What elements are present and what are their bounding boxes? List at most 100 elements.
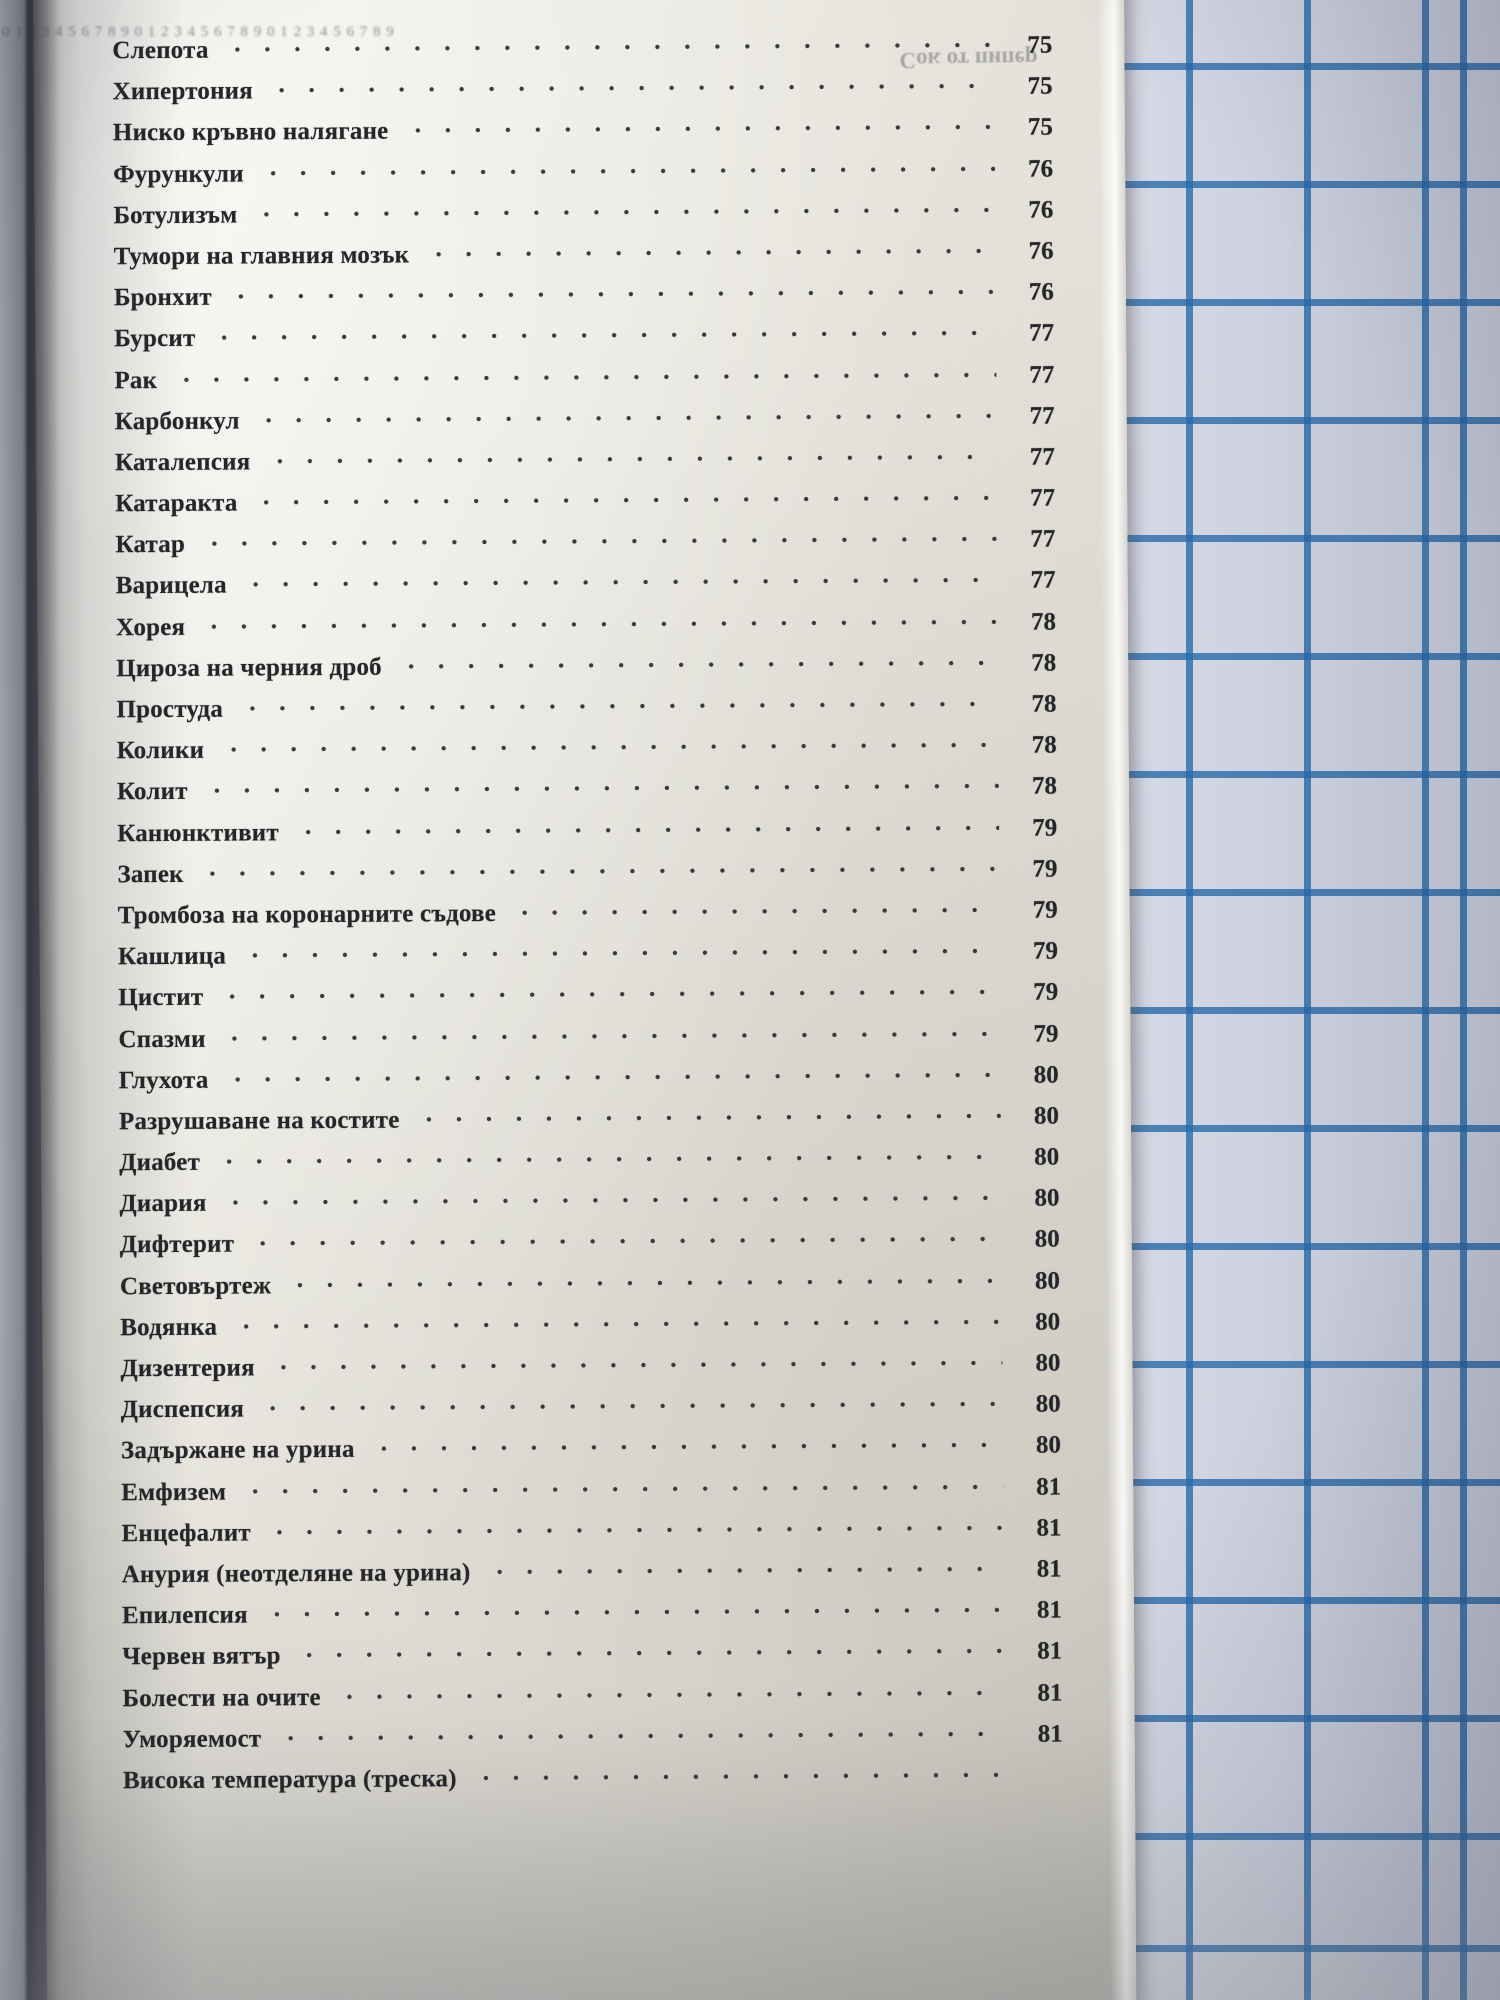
toc-dot-leader [240, 577, 998, 588]
toc-dot-leader [251, 494, 998, 506]
toc-entry-label: Тумори на главния мозък [113, 241, 410, 271]
toc-entry-label: Епилепсия [121, 1601, 248, 1630]
toc-entry: Бурсит 77 [114, 320, 1054, 367]
toc-entry-page-number: 78 [1031, 772, 1057, 801]
toc-entry-label: Диабет [119, 1148, 201, 1177]
toc-dot-leader [220, 1195, 1002, 1206]
toc-entry-page-number: 76 [1028, 278, 1054, 306]
toc-entry-page-number: 79 [1033, 1020, 1059, 1048]
toc-entry-label: Цироза на черния дроб [116, 653, 382, 683]
toc-entry-page-number: 81 [1037, 1637, 1063, 1665]
toc-entry-page-number: 77 [1030, 484, 1056, 512]
toc-entry: Катаракта 77 [115, 485, 1055, 532]
toc-entry-page-number: 79 [1032, 896, 1058, 924]
toc-entry-label: Висока температура (треска) [122, 1765, 457, 1795]
toc-entry-label: Цистит [118, 984, 204, 1012]
toc-entry: Червен вятър 81 [122, 1638, 1062, 1685]
toc-dot-leader [218, 742, 999, 753]
toc-entry-label: Кашлица [117, 942, 227, 971]
toc-entry-label: Червен вятър [122, 1642, 281, 1671]
toc-dot-leader [253, 412, 997, 424]
toc-entry: Карбонкул 77 [115, 402, 1055, 449]
toc-entry-page-number: 75 [1027, 72, 1053, 100]
toc-entry-label: Световъртеж [119, 1271, 272, 1300]
toc-entry-page-number: 81 [1036, 1514, 1062, 1542]
toc-entry-page-number: 81 [1037, 1679, 1063, 1707]
toc-entry: Бронхит 76 [114, 279, 1054, 326]
toc-entry: Задържане на урина 80 [121, 1432, 1061, 1479]
toc-entry: Дифтерит 80 [120, 1226, 1060, 1273]
toc-entry: Болести на очите 81 [122, 1679, 1062, 1726]
toc-dot-leader [231, 1318, 1003, 1330]
toc-entry-label: Хипертония [112, 77, 254, 106]
toc-entry-page-number: 76 [1028, 155, 1054, 183]
toc-entry: Водянка 80 [120, 1308, 1060, 1355]
toc-entry: Анурия (неотделяне на урина) 81 [122, 1555, 1062, 1602]
toc-dot-leader [470, 1771, 1005, 1781]
book-page: Сок от пипер Слепота 75 Хипертония 75 Ниско … [0, 0, 1137, 2000]
toc-entry-page-number: 75 [1027, 31, 1053, 59]
toc-entry-page-number: 80 [1035, 1349, 1061, 1377]
toc-entry: Световъртеж 80 [120, 1267, 1060, 1314]
toc-dot-leader [240, 1483, 1004, 1495]
toc-entry: Разрушаване на костите 80 [119, 1102, 1059, 1149]
toc-dot-leader [402, 124, 995, 134]
toc-entry: Хипертония 75 [113, 73, 1053, 120]
toc-entry-label: Диария [119, 1189, 207, 1218]
toc-dot-leader [219, 1030, 1001, 1042]
toc-entry-page-number: 80 [1035, 1390, 1061, 1418]
toc-entry-page-number: 78 [1031, 731, 1057, 759]
toc-dot-leader [217, 989, 1001, 1000]
toc-dot-leader [266, 83, 995, 94]
toc-entry: Висока температура (треска) [123, 1761, 1063, 1808]
toc-entry-page-number: 81 [1037, 1720, 1063, 1748]
toc-dot-leader [294, 1648, 1005, 1659]
toc-dot-leader [225, 289, 996, 300]
toc-entry-page-number: 81 [1036, 1596, 1063, 1624]
toc-entry: Тумори на главния мозък 76 [114, 237, 1054, 284]
toc-dot-leader [248, 1236, 1002, 1247]
toc-entry: Диабет 80 [119, 1144, 1059, 1191]
toc-entry-label: Катар [115, 531, 186, 559]
toc-dot-leader [484, 1565, 1004, 1575]
toc-dot-leader [264, 1524, 1004, 1536]
toc-entry-label: Уморяемост [122, 1725, 262, 1753]
toc-entry-label: Бронхит [113, 283, 212, 312]
toc-entry: Епилепсия 81 [122, 1597, 1062, 1644]
toc-entry-label: Рак [114, 366, 158, 394]
toc-entry: Цироза на черния дроб 78 [116, 649, 1056, 696]
toc-entry: Дизентерия 80 [120, 1350, 1060, 1397]
toc-entry-label: Ниско кръвно налягане [112, 117, 389, 147]
toc-entry-label: Варицела [115, 572, 227, 600]
toc-entry-label: Емфизем [121, 1478, 227, 1506]
toc-entry-page-number: 78 [1031, 690, 1057, 718]
toc-entry-page-number: 77 [1029, 443, 1055, 471]
toc-dot-leader [261, 1606, 1004, 1618]
toc-dot-leader [222, 1071, 1001, 1083]
toc-dot-leader [334, 1689, 1005, 1700]
toc-entry-label: Водянка [120, 1313, 218, 1342]
toc-dot-leader [209, 330, 997, 342]
toc-entry-label: Дифтерит [119, 1230, 235, 1259]
toc-entry: Колики 78 [117, 732, 1057, 779]
toc-entry: Спазми 79 [118, 1020, 1058, 1067]
toc-entry: Уморяемост 81 [123, 1720, 1063, 1767]
toc-entry: Колит 78 [117, 773, 1057, 820]
toc-dot-leader [285, 1277, 1002, 1288]
toc-entry-label: Енцефалит [121, 1519, 251, 1548]
toc-entry-label: Болести на очите [122, 1683, 321, 1712]
toc-entry-page-number: 80 [1034, 1143, 1060, 1171]
toc-entry: Простуда 78 [116, 691, 1056, 738]
toc-entry-label: Разрушаване на костите [118, 1106, 400, 1136]
toc-entry: Емфизем 81 [121, 1473, 1061, 1520]
toc-entry-label: Колики [116, 736, 205, 765]
toc-entry-label: Катаракта [115, 489, 238, 518]
toc-entry-label: Анурия (неотделяне на урина) [121, 1559, 471, 1589]
toc-entry-page-number: 80 [1034, 1267, 1060, 1295]
toc-entry-page-number: 79 [1033, 978, 1059, 1006]
toc-entry-page-number: 81 [1036, 1473, 1062, 1501]
toc-entry-page-number: 75 [1027, 113, 1053, 142]
toc-entry-page-number: 79 [1032, 937, 1058, 965]
toc-dot-leader [240, 947, 1000, 959]
toc-entry-page-number: 80 [1035, 1431, 1062, 1460]
